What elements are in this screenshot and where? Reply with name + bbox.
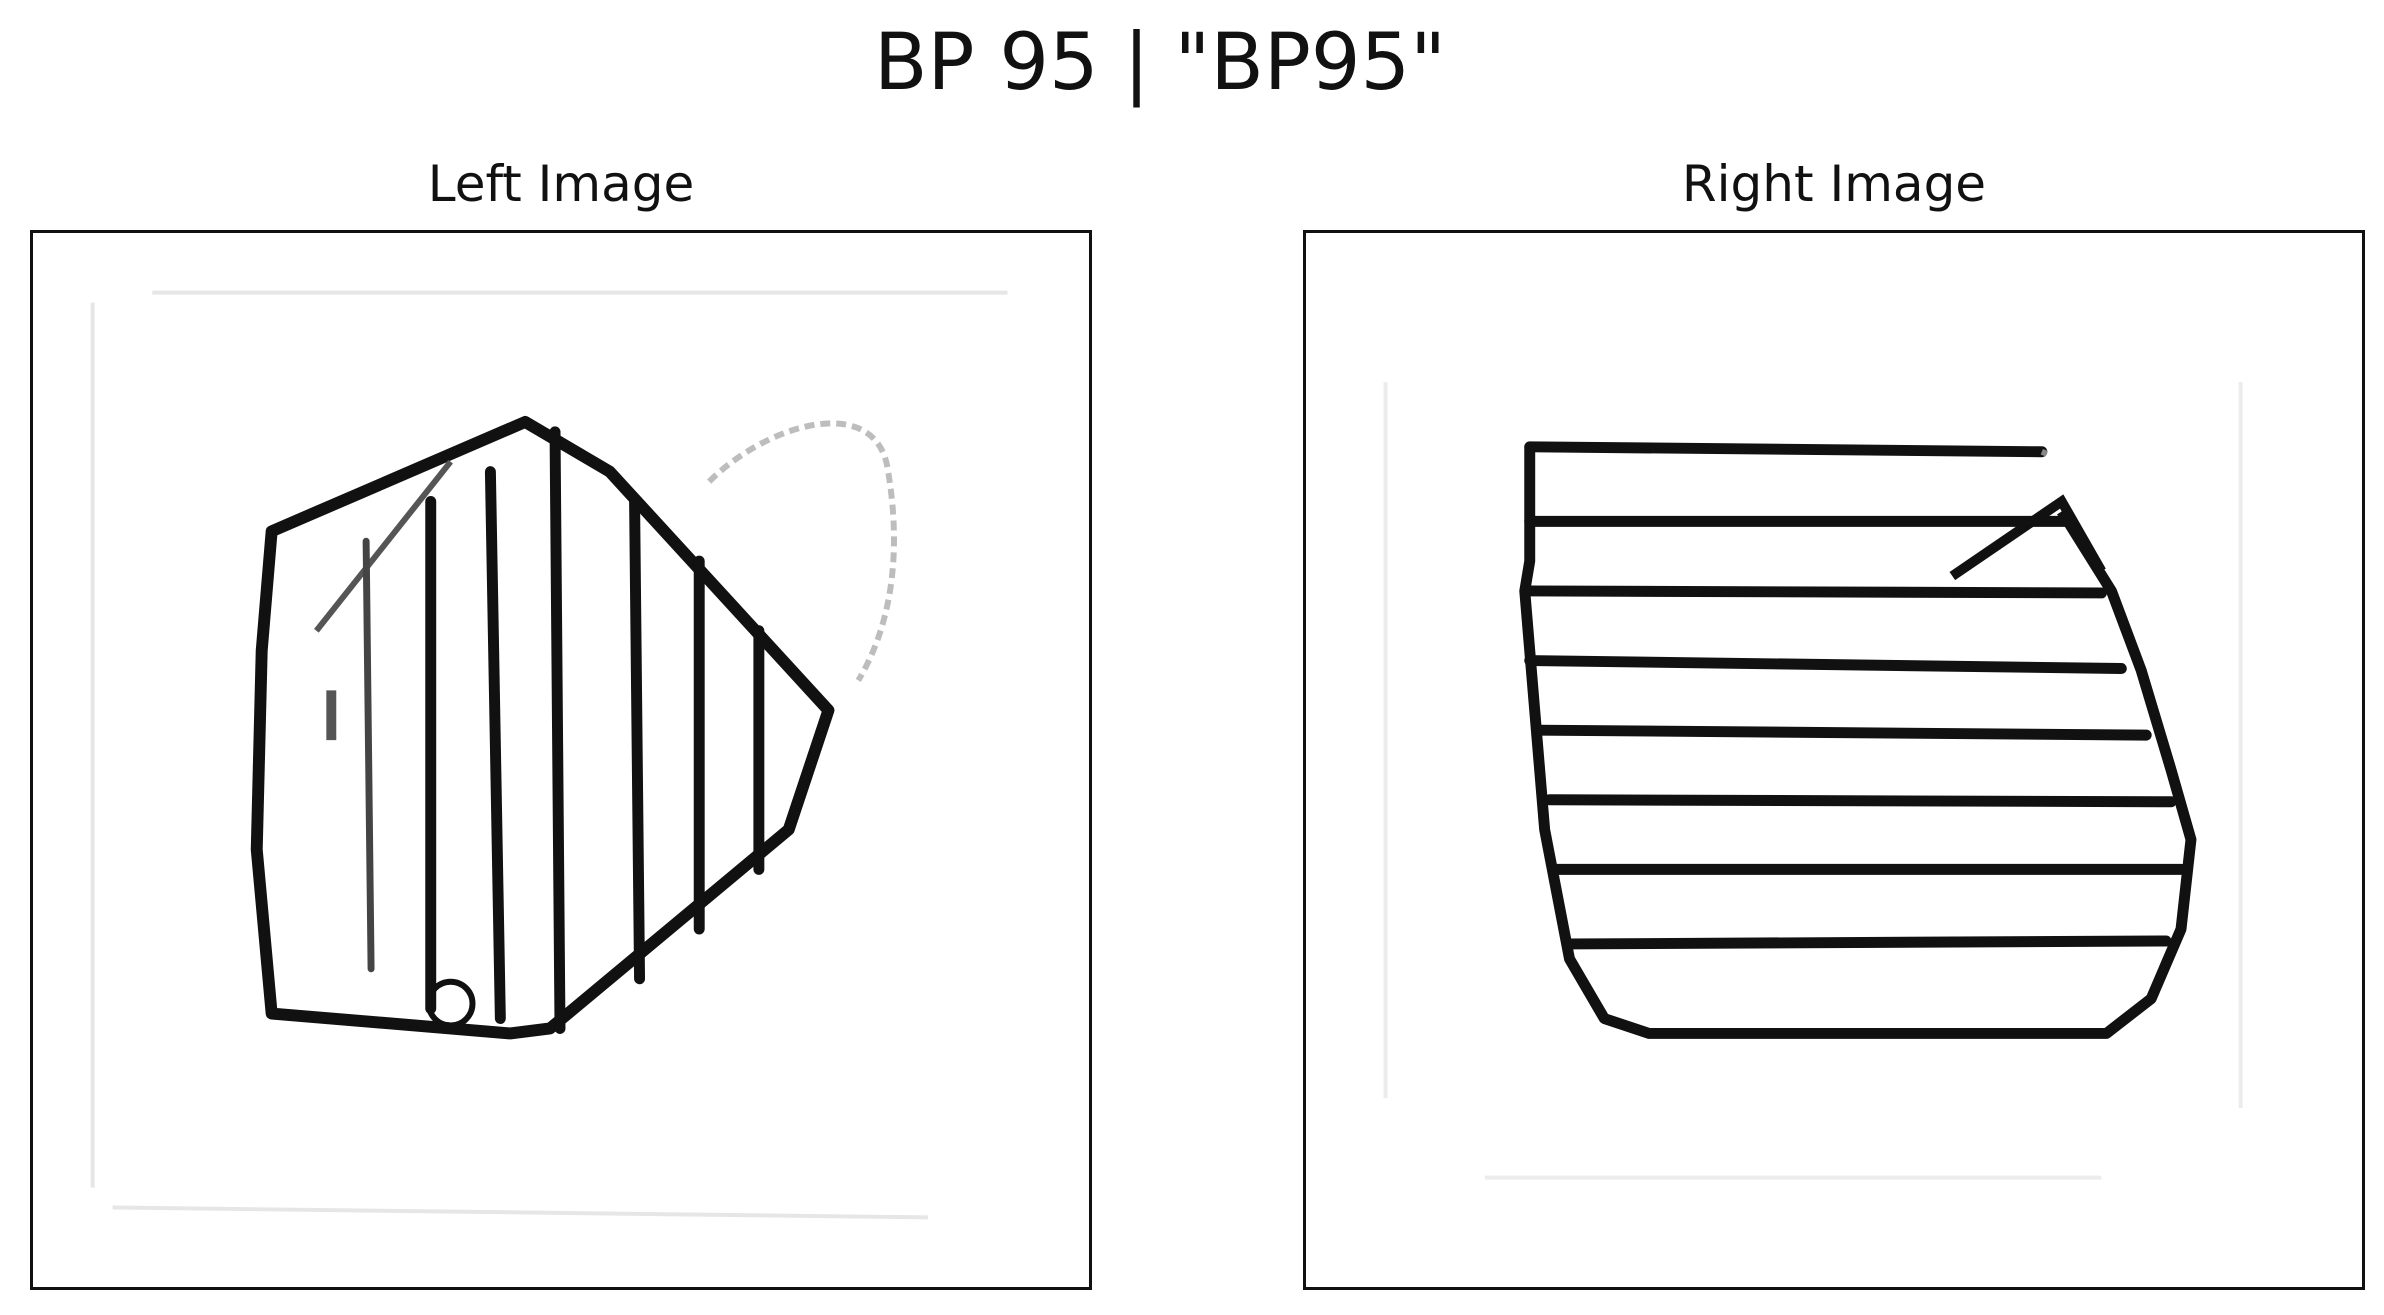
stripe-3: [484, 466, 506, 1024]
stripe-5: [629, 496, 646, 985]
right-panel-title: Right Image: [1681, 155, 1987, 213]
right-image-panel: [1303, 230, 2365, 1290]
outer-shape-outline: [250, 415, 835, 1040]
faint-background-traces: [1383, 382, 2243, 1180]
stripe-7: [1564, 935, 2172, 950]
faint-background-traces: [90, 290, 1008, 1220]
horizontal-stripes: [1524, 515, 2187, 950]
figure-title: BP 95 | "BP95": [873, 18, 1446, 108]
left-sketch: [90, 290, 1008, 1220]
stripe-4: [1534, 724, 2152, 741]
top-stroke: [1524, 441, 2048, 458]
left-panel-title: Left Image: [427, 155, 695, 213]
stripe-4: [549, 426, 566, 1034]
vertical-stripes: [362, 426, 765, 1034]
stripe-2: [1524, 585, 2107, 599]
small-circle: [425, 978, 476, 1029]
stripe-5: [1544, 794, 2177, 808]
right-sketch: [1383, 382, 2243, 1180]
stripe-3: [1524, 655, 2127, 674]
diagonal-stroke: [314, 459, 453, 633]
stripe-1: [362, 537, 375, 973]
triangle-bump: [1949, 494, 2106, 581]
faint-sketch-curve: [707, 420, 897, 682]
top-stroke-fade: [2040, 448, 2048, 457]
outer-shape-outline: [1519, 446, 2197, 1039]
faint-trace-bottom: [112, 1205, 928, 1220]
left-image-panel: [30, 230, 1092, 1290]
